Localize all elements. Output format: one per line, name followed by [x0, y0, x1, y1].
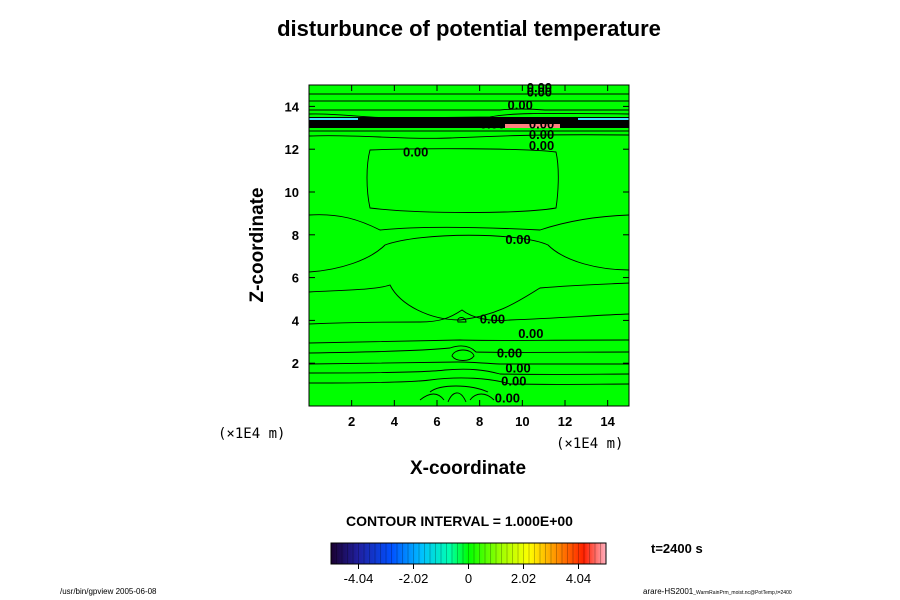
contour-line	[469, 393, 495, 401]
contour-line	[457, 317, 467, 323]
colorbar-tick-label: -2.02	[399, 571, 429, 586]
contour-line	[447, 392, 467, 403]
contour-line	[309, 112, 629, 119]
time-label: t=2400 s	[651, 541, 703, 556]
contour-label: 0.00	[527, 84, 552, 99]
y-tick-label: 4	[292, 313, 300, 328]
y-tick-label: 10	[285, 185, 299, 200]
footer-left: /usr/bin/gpview 2005-06-08	[60, 587, 157, 596]
contour-label: 0.00	[495, 390, 520, 405]
contour-line	[366, 148, 559, 213]
contour-label: 0.00	[480, 117, 505, 132]
contour-label: 0.00	[527, 80, 552, 95]
x-tick-label: 10	[515, 414, 529, 429]
y-axis-label: Z-coordinate	[247, 187, 268, 303]
contour-line	[309, 368, 629, 375]
contour-label: 0.00	[505, 232, 530, 247]
y-tick-label: 12	[285, 142, 299, 157]
colorbar-segments	[336, 543, 601, 564]
x-tick-label: 4	[391, 414, 399, 429]
contour-label: 0.00	[518, 326, 543, 341]
colorbar-ticks: -4.04 -2.02 0 2.02 4.04	[344, 564, 591, 586]
contour-band-red	[505, 124, 560, 128]
contour-band-cyan	[578, 118, 629, 120]
contour-line	[429, 385, 489, 393]
y-tick-label: 2	[292, 356, 299, 371]
contour-label: 0.00	[508, 97, 533, 112]
chart-title: disturbunce of potential temperature	[277, 16, 661, 41]
contour-line	[309, 134, 629, 139]
colorbar-tick-label: 0	[465, 571, 472, 586]
contour-line	[309, 282, 629, 321]
contour-line	[309, 309, 629, 325]
y-tick-label: 14	[285, 99, 300, 114]
x-tick-label: 6	[433, 414, 440, 429]
y-tick-label: 8	[292, 228, 299, 243]
x-tick-label: 8	[476, 414, 483, 429]
contour-line	[309, 377, 629, 385]
x-unit-left: (×1E4 m)	[218, 426, 286, 442]
footer-right-main: arare-HS2001	[643, 587, 694, 596]
x-axis-label: X-coordinate	[409, 458, 527, 479]
contour-label: 0.00	[529, 127, 554, 142]
contour-line	[419, 393, 445, 401]
x-tick-label: 12	[558, 414, 572, 429]
colorbar-tick-label: 4.04	[566, 571, 591, 586]
x-unit-right: (×1E4 m)	[556, 436, 624, 452]
x-tick-label: 14	[600, 414, 615, 429]
colorbar-tick-label: -4.04	[344, 571, 374, 586]
contour-line	[309, 108, 629, 111]
field-background	[309, 85, 629, 406]
contour-line	[309, 214, 629, 231]
colorbar-tick-label: 2.02	[511, 571, 536, 586]
contour-line	[451, 349, 475, 361]
contour-label: 0.00	[505, 360, 530, 375]
contour-line	[309, 234, 629, 273]
contour-line	[309, 345, 629, 354]
contour-line	[309, 339, 629, 344]
contour-label: 0.00	[480, 311, 505, 326]
contour-label: 0.00	[529, 138, 554, 153]
plot-frame	[308, 84, 630, 407]
contour-label: 0.00	[501, 373, 526, 388]
contour-label: 0.00	[403, 144, 428, 159]
axes: 2 4 6 8 10 12 14 2 4 6 8 10 12 14	[285, 85, 629, 429]
x-tick-label: 2	[348, 414, 355, 429]
y-tick-label: 6	[292, 271, 299, 286]
contour-labels: 0.000.000.000.00 0.000.000.000.000.000.00…	[403, 80, 554, 405]
contour-interval: CONTOUR INTERVAL = 1.000E+00	[346, 513, 573, 529]
contour-label: 0.00	[529, 117, 554, 132]
footer-right-sub: _WarmRainPrm_moist.nc@PotTemp,t=2400	[693, 590, 792, 596]
contour-lines	[309, 93, 629, 403]
contour-label: 0.00	[497, 346, 522, 361]
contour-line	[309, 361, 629, 365]
contour-band-cyan	[309, 118, 358, 120]
footer-right: arare-HS2001_WarmRainPrm_moist.nc@PotTem…	[643, 587, 792, 596]
